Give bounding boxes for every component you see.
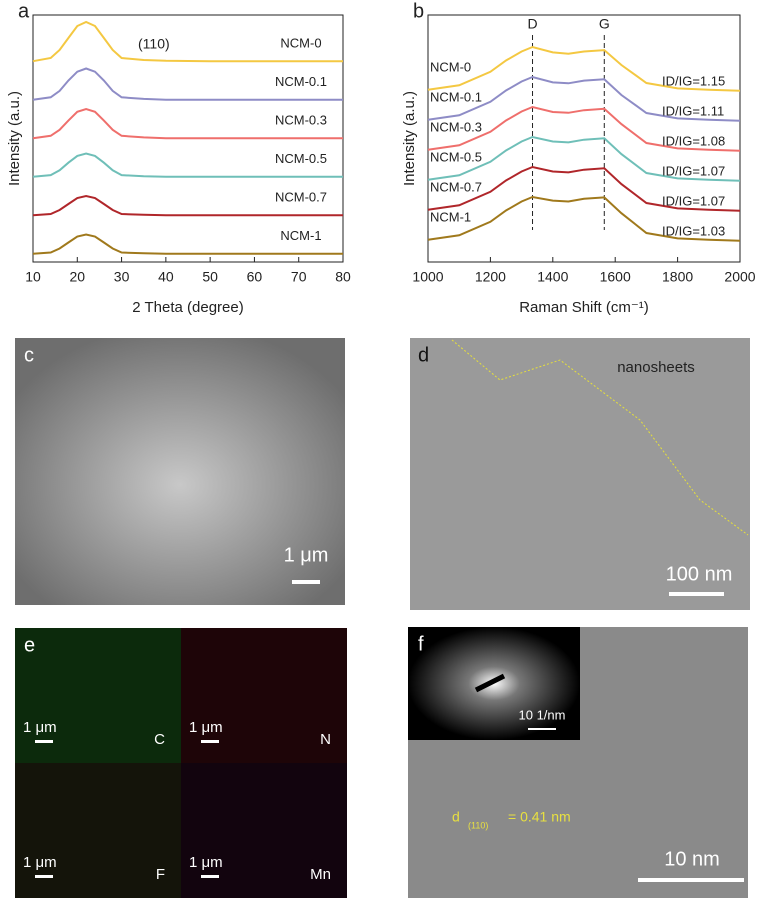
panel-label: b (413, 0, 424, 22)
ratio-label: ID/IG=1.07 (662, 163, 725, 178)
annotation: nanosheets (617, 359, 695, 376)
legend-label: NCM-0.7 (430, 179, 482, 194)
series-line (427, 75, 741, 122)
scale-bar (35, 740, 53, 743)
legend-label: NCM-0.3 (430, 119, 482, 134)
y-axis-label: Intensity (a.u.) (401, 91, 418, 186)
series-line (427, 135, 741, 182)
series-line (32, 233, 343, 255)
series-line (427, 195, 741, 242)
scale-label: 1 μm (23, 719, 57, 736)
sem-image (15, 338, 345, 605)
scale-bar (669, 592, 724, 596)
annotation: (110) (138, 36, 170, 52)
beam-stop (474, 673, 506, 693)
element-label: C (154, 731, 165, 748)
legend-label: NCM-0.3 (275, 112, 327, 127)
inset-scale-label: 10 1/nm (519, 707, 566, 722)
scale-label: 10 nm (664, 848, 720, 870)
x-tick-label: 20 (69, 269, 85, 285)
panel-label: c (24, 344, 34, 366)
x-tick-label: 1400 (537, 269, 568, 285)
spacing-value: = 0.41 nm (508, 809, 571, 825)
panel-label: f (418, 633, 424, 655)
marker-label: D (527, 16, 537, 32)
legend-label: NCM-0 (430, 59, 471, 74)
spacing-symbol: d (452, 809, 460, 825)
scale-bar (201, 740, 219, 743)
series-line (32, 107, 343, 140)
x-tick-label: 50 (202, 269, 218, 285)
legend-label: NCM-0.7 (275, 189, 327, 204)
maps: C 1 μm N 1 μm F 1 μm Mn 1 μm (23, 719, 331, 883)
plot-frame (427, 14, 741, 263)
series-line (32, 194, 343, 217)
ratio-label: ID/IG=1.07 (662, 193, 725, 208)
scale-bar (638, 878, 744, 882)
element-label: N (320, 731, 331, 748)
scale-bar (292, 580, 320, 584)
x-axis-label: 2 Theta (degree) (132, 299, 243, 316)
scale-label: 100 nm (666, 563, 733, 585)
series-line (32, 67, 343, 101)
x-tick-label: 10 (25, 269, 41, 285)
panel-label: d (418, 344, 429, 366)
tem-image (410, 338, 750, 610)
legend-label: NCM-0.1 (275, 74, 327, 89)
x-tick-label: 40 (158, 269, 174, 285)
series-line (32, 20, 343, 63)
y-axis-label: Intensity (a.u.) (6, 91, 23, 186)
legend-label: NCM-1 (280, 228, 321, 243)
ratio-label: ID/IG=1.03 (662, 223, 725, 238)
series-line (427, 165, 741, 212)
ratio-label: ID/IG=1.08 (662, 133, 725, 148)
scale-label: 1 μm (23, 854, 57, 871)
x-tick-label: 1000 (412, 269, 443, 285)
scale-bar (201, 875, 219, 878)
x-tick-label: 60 (247, 269, 263, 285)
series-line (427, 105, 741, 152)
series-line (427, 45, 741, 92)
element-label: Mn (310, 866, 331, 883)
scale-label: 1 μm (189, 854, 223, 871)
ratio-label: ID/IG=1.11 (662, 103, 724, 118)
legend-label: NCM-0.5 (275, 151, 327, 166)
scale-label: 1 μm (284, 544, 329, 566)
boundary (451, 339, 749, 536)
scale-label: 1 μm (189, 719, 223, 736)
x-tick-label: 1800 (662, 269, 693, 285)
marker-label: G (599, 16, 610, 32)
x-tick-label: 1200 (475, 269, 506, 285)
inset-scale-bar (528, 728, 556, 730)
x-axis-label: Raman Shift (cm⁻¹) (519, 299, 649, 316)
x-tick-label: 70 (291, 269, 307, 285)
panel-label: a (18, 0, 30, 22)
scale-bar (35, 875, 53, 878)
legend-label: NCM-0.1 (430, 89, 482, 104)
panel-label: e (24, 634, 35, 656)
ratio-label: ID/IG=1.15 (662, 73, 725, 88)
legend-label: NCM-0.5 (430, 149, 482, 164)
x-tick-label: 1600 (600, 269, 631, 285)
x-tick-label: 30 (114, 269, 130, 285)
series-line (32, 152, 343, 178)
x-tick-label: 80 (335, 269, 351, 285)
spacing-index: (110) (468, 820, 488, 830)
element-label: F (156, 866, 165, 883)
x-tick-label: 2000 (724, 269, 755, 285)
legend-label: NCM-1 (430, 209, 471, 224)
legend-label: NCM-0 (280, 35, 321, 50)
